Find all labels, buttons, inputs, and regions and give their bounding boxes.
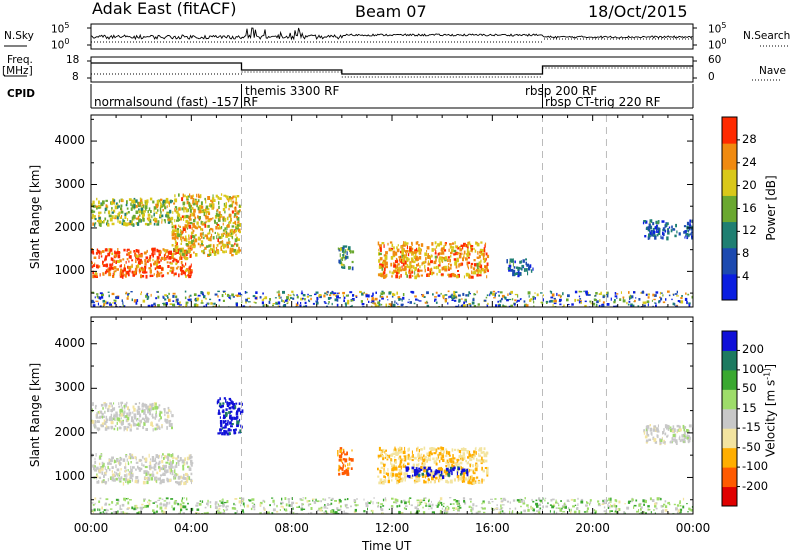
velocity-region [91,453,194,486]
colorbar-swatch [722,389,737,410]
x-tick-label: 08:00 [274,521,309,535]
colorbar-tick-label: -200 [742,478,769,493]
cpid-segment-label: themis 3300 RF [245,84,340,98]
cpid-segment-label: rbsp 200 RF [525,84,598,98]
colorbar-swatch [722,447,737,468]
colorbar-frame [721,330,738,507]
y-tick-label: 1000 [54,263,85,278]
colorbar-tick-label: 50 [742,381,757,396]
colorbar-swatch [722,408,737,429]
freq-panel-frame [90,56,694,83]
power-data [91,193,693,307]
colorbar-tick-label: 28 [742,131,757,146]
x-axis-label: Time UT [362,539,412,553]
velocity-ylabel: Slant Range [km] [28,362,42,468]
colorbar-tick-label: 15 [742,400,757,415]
colorbar-swatch [722,369,737,390]
freq-unit-label: [MHz] [2,65,33,77]
x-tick-label: 00:00 [675,521,711,535]
colorbar-swatch [722,467,737,488]
velocity-region [337,447,354,476]
colorbar-tick-label: -15 [742,420,761,435]
colorbar-tick-label: 100 [742,361,764,376]
cpid-segment-label: normalsound (fast) -157 RF [94,95,259,109]
nave-bottom-tick: 0 [708,71,715,83]
colorbar-swatch [722,486,737,507]
velocity-colorbar [721,330,740,507]
nsky-label: N.Sky [4,30,34,42]
power-region [91,290,693,307]
colorbar-tick-label: 16 [742,200,757,215]
x-tick-label: 16:00 [475,521,510,535]
freq-trace [91,62,693,75]
colorbar-tick-label: -50 [742,439,761,454]
power-panel-frame [90,114,694,308]
y-tick-label: 3000 [54,176,85,191]
freq-top-tick: 18 [66,54,80,66]
power-colorbar [721,116,740,301]
colorbar-swatch [722,169,737,196]
velocity-region [643,424,693,446]
y-tick-label: 2000 [54,219,85,234]
colorbar-tick-label: 200 [742,342,764,357]
nsearch-label: N.Search [743,30,791,42]
colorbar-swatch [722,273,737,301]
beam-title: Beam 07 [355,2,427,21]
y-tick-label: 4000 [54,133,85,148]
nsky-bottom-tick: 100 [51,37,70,52]
x-tick-label: 12:00 [374,521,410,535]
x-tick-label: 20:00 [575,521,610,535]
colorbar-tick-label: 4 [742,269,750,284]
cpid-segment-label: rbsp CT-trig 220 RF [545,95,661,109]
velocity-region [216,397,244,436]
freq-bottom-tick: 8 [72,71,79,83]
colorbar-swatch [722,143,737,170]
colorbar-swatch [722,221,737,249]
velocity-region [377,446,489,485]
nsky-trace [90,27,693,41]
y-tick-label: 4000 [54,335,85,350]
colorbar-swatch [722,247,737,275]
power-region [642,219,693,241]
velocity-colorbar-label: Velocity [m s-1]] [762,363,778,458]
power-region [337,245,355,271]
colorbar-tick-label: -100 [742,459,769,474]
x-tick-label: 04:00 [174,521,209,535]
power-region [91,247,193,279]
colorbar-swatch [722,428,737,449]
power-colorbar-label: Power [dB] [764,175,778,241]
velocity-region [91,401,174,432]
power-region [171,193,242,257]
velocity-region [405,466,469,479]
date-title: 18/Oct/2015 [588,2,688,21]
radar-title: Adak East (fitACF) [92,0,237,18]
nsearch-trace [91,38,692,43]
power-region [377,241,490,280]
nsearch-bottom-tick: 100 [708,37,727,52]
colorbar-tick-label: 8 [742,246,750,261]
x-tick-label: 00:00 [73,521,109,535]
colorbar-swatch [722,350,737,371]
colorbar-tick-label: 24 [742,154,757,169]
cpid-label: CPID [7,88,36,100]
power-region [91,197,174,227]
colorbar-tick-label: 12 [742,223,757,238]
y-tick-label: 1000 [54,469,85,484]
nave-label: Nave [759,65,786,77]
colorbar-tick-label: 20 [742,177,757,192]
freq-label: Freq. [7,54,33,66]
colorbar-swatch [722,331,737,351]
nave-trace [91,67,694,78]
nsky-top-tick: 105 [51,21,70,36]
nsearch-top-tick: 105 [708,21,727,36]
y-tick-label: 2000 [54,424,85,439]
colorbar-swatch [722,195,737,223]
velocity-data [91,397,693,514]
y-tick-label: 3000 [54,380,85,395]
colorbar-swatch [722,117,737,144]
velocity-region [91,497,693,514]
nave-top-tick: 60 [708,54,722,66]
power-region [506,258,534,278]
